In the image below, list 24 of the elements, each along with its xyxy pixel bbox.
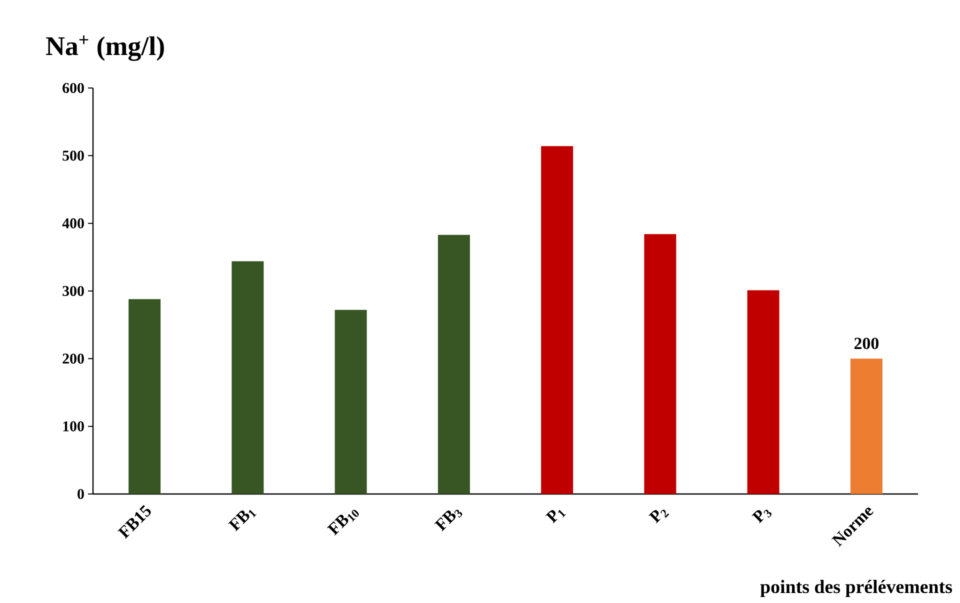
y-tick-label: 200 xyxy=(62,354,84,364)
y-tick-label: 0 xyxy=(78,488,84,500)
data-label: 200 xyxy=(854,338,879,350)
y-tick-label: 100 xyxy=(63,421,84,432)
x-tick-label: FB$_{10}$ xyxy=(326,510,359,536)
bar xyxy=(541,146,574,494)
bar xyxy=(232,261,264,494)
x-tick-label: P$_{1}$ xyxy=(545,510,566,524)
x-tick-label: P$_{3}$ xyxy=(752,510,772,524)
x-axis-title: points des prélévements xyxy=(760,580,952,598)
chart-title: Na$^{+}$ (mg/l) xyxy=(46,35,164,61)
bar xyxy=(850,358,882,494)
bar xyxy=(334,310,367,494)
bar xyxy=(747,290,780,494)
x-tick-label: FB$_{1}$ xyxy=(228,510,257,532)
y-tick-label: 300 xyxy=(62,286,84,296)
x-tick-label: P$_{2}$ xyxy=(648,510,670,524)
bar xyxy=(128,299,161,494)
x-tick-label: FB$_{3}$ xyxy=(434,510,462,532)
y-tick-label: 400 xyxy=(62,218,84,228)
bar xyxy=(644,234,676,494)
y-tick-label: 600 xyxy=(62,82,84,94)
bar xyxy=(438,234,470,494)
y-tick-label: 500 xyxy=(62,150,84,161)
